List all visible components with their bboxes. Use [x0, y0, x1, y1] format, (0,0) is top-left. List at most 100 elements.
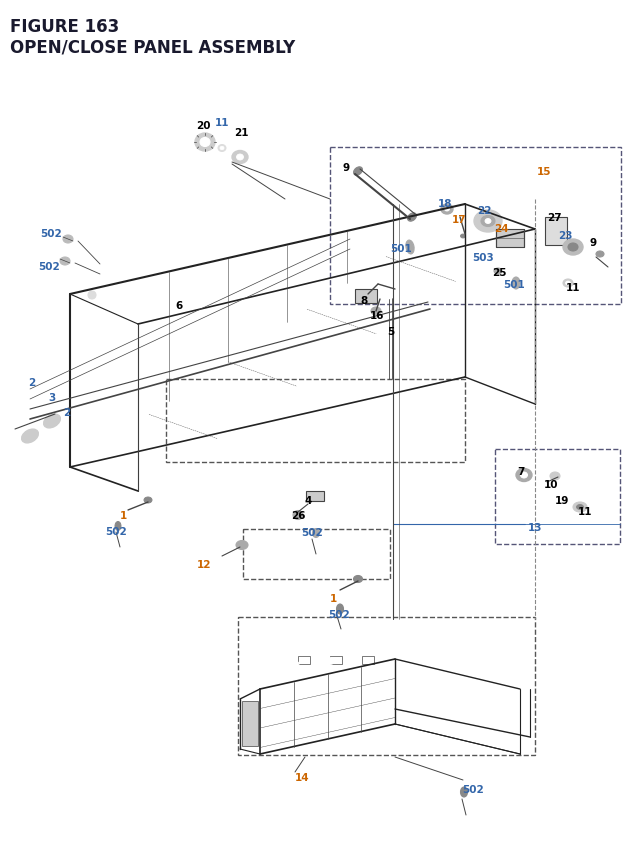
Ellipse shape	[474, 211, 502, 232]
Ellipse shape	[22, 430, 38, 443]
Ellipse shape	[472, 254, 481, 261]
Ellipse shape	[200, 139, 210, 147]
Ellipse shape	[577, 505, 584, 510]
Text: 501: 501	[390, 244, 412, 254]
FancyBboxPatch shape	[355, 289, 377, 304]
Text: 5: 5	[387, 326, 394, 337]
Ellipse shape	[44, 415, 60, 429]
Ellipse shape	[563, 280, 573, 288]
Text: 11: 11	[566, 282, 580, 293]
Ellipse shape	[236, 541, 248, 550]
Ellipse shape	[406, 241, 414, 255]
Text: 12: 12	[197, 560, 211, 569]
Text: 24: 24	[494, 224, 509, 233]
Bar	[166, 380, 465, 462]
Text: 20: 20	[196, 121, 211, 131]
Ellipse shape	[237, 155, 243, 161]
Ellipse shape	[337, 604, 344, 614]
Ellipse shape	[408, 214, 417, 222]
Ellipse shape	[441, 205, 453, 214]
Ellipse shape	[485, 220, 491, 224]
Ellipse shape	[494, 269, 502, 275]
Text: 501: 501	[503, 280, 525, 289]
Text: FIGURE 163: FIGURE 163	[10, 18, 119, 36]
Ellipse shape	[550, 473, 560, 480]
Ellipse shape	[220, 147, 224, 151]
Ellipse shape	[445, 208, 449, 212]
Ellipse shape	[195, 133, 215, 152]
Text: 502: 502	[301, 528, 323, 537]
Text: 15: 15	[537, 167, 552, 177]
Ellipse shape	[246, 537, 250, 542]
Text: 14: 14	[295, 772, 310, 782]
Ellipse shape	[512, 278, 520, 289]
Ellipse shape	[568, 244, 578, 251]
Ellipse shape	[463, 815, 467, 819]
Text: 16: 16	[370, 311, 385, 320]
Ellipse shape	[60, 257, 70, 266]
Bar	[238, 617, 535, 755]
Ellipse shape	[115, 522, 121, 531]
Ellipse shape	[558, 493, 566, 500]
Bar	[495, 449, 620, 544]
Ellipse shape	[63, 236, 73, 244]
Text: 502: 502	[40, 229, 61, 238]
Text: 502: 502	[328, 610, 349, 619]
Text: 502: 502	[105, 526, 127, 536]
Text: 25: 25	[492, 268, 506, 278]
Ellipse shape	[461, 235, 465, 238]
Text: 21: 21	[234, 127, 248, 138]
Text: 13: 13	[528, 523, 543, 532]
FancyBboxPatch shape	[298, 656, 310, 664]
FancyBboxPatch shape	[362, 656, 374, 664]
Text: 17: 17	[452, 214, 467, 225]
Ellipse shape	[218, 146, 226, 152]
Text: 2: 2	[28, 378, 35, 387]
Bar	[243, 530, 390, 579]
Text: 1: 1	[120, 511, 127, 520]
Ellipse shape	[371, 307, 381, 316]
Ellipse shape	[144, 498, 152, 504]
Text: 18: 18	[438, 199, 452, 208]
Text: 8: 8	[360, 295, 367, 306]
Ellipse shape	[293, 511, 303, 520]
Text: 4: 4	[304, 495, 312, 505]
Text: 9: 9	[590, 238, 597, 248]
Ellipse shape	[262, 542, 268, 547]
Ellipse shape	[520, 473, 527, 479]
Text: 27: 27	[547, 213, 562, 223]
Text: 1: 1	[330, 593, 337, 604]
Ellipse shape	[573, 503, 587, 512]
Ellipse shape	[563, 239, 583, 256]
Text: 503: 503	[472, 253, 493, 263]
FancyBboxPatch shape	[330, 656, 342, 664]
Ellipse shape	[353, 576, 362, 583]
Ellipse shape	[566, 282, 570, 286]
Text: 7: 7	[517, 467, 524, 476]
FancyBboxPatch shape	[242, 701, 258, 746]
Ellipse shape	[291, 661, 299, 667]
Text: 11: 11	[578, 506, 593, 517]
Ellipse shape	[232, 152, 248, 164]
Ellipse shape	[461, 787, 467, 797]
Text: 26: 26	[291, 511, 305, 520]
Ellipse shape	[88, 292, 96, 300]
FancyBboxPatch shape	[306, 492, 324, 501]
Text: 502: 502	[38, 262, 60, 272]
Text: 9: 9	[342, 163, 349, 173]
Ellipse shape	[596, 251, 604, 257]
Text: 6: 6	[175, 300, 182, 311]
Ellipse shape	[326, 658, 335, 665]
Ellipse shape	[516, 469, 532, 482]
Text: 11: 11	[215, 118, 230, 127]
Text: 19: 19	[555, 495, 570, 505]
Ellipse shape	[312, 529, 319, 538]
Text: 10: 10	[544, 480, 559, 489]
Bar	[330, 148, 621, 305]
Ellipse shape	[353, 168, 362, 176]
FancyBboxPatch shape	[545, 218, 567, 245]
Text: 23: 23	[558, 231, 573, 241]
Text: 22: 22	[477, 206, 492, 216]
Text: OPEN/CLOSE PANEL ASSEMBLY: OPEN/CLOSE PANEL ASSEMBLY	[10, 38, 295, 56]
Text: 3: 3	[48, 393, 55, 403]
